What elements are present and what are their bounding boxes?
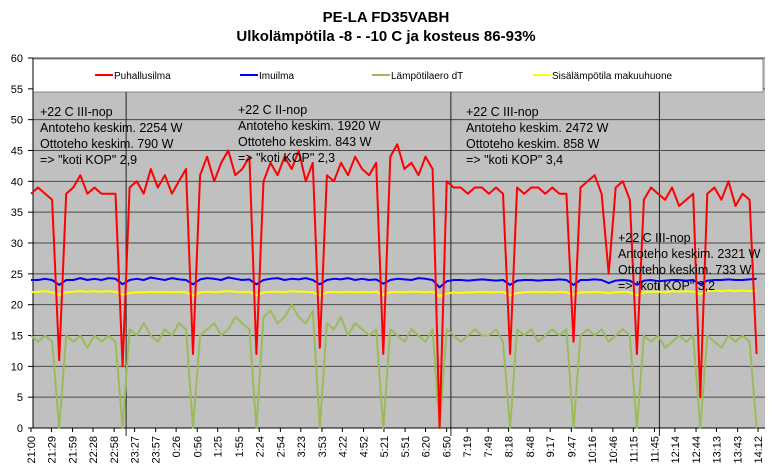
y-tick-label: 45 — [11, 146, 23, 158]
annotation-period-1: +22 C III-nop Antoteho keskim. 2254 W Ot… — [40, 104, 182, 168]
subtitle: Ulkolämpötila -8 - -10 C ja kosteus 86-9… — [236, 28, 536, 45]
x-tick-label: 10:46 — [608, 436, 620, 464]
legend-label: Imuilma — [259, 71, 294, 82]
x-tick-label: 2:24 — [254, 436, 266, 457]
x-tick-label: 11:45 — [649, 436, 661, 463]
x-tick-label: 9:17 — [545, 436, 557, 457]
x-tick-label: 21:59 — [68, 436, 80, 464]
legend-label: Lämpötilaero dT — [391, 71, 463, 82]
x-tick-label: 11:15 — [628, 436, 640, 463]
annotation-line: Antoteho keskim. 2472 W — [466, 121, 609, 135]
annotation-line: Ottoteho keskim. 790 W — [40, 137, 174, 151]
title: PE-LA FD35VABH — [322, 9, 450, 26]
series-line-3 — [30, 303, 758, 429]
y-tick-label: 15 — [11, 331, 23, 343]
annotation-line: +22 C II-nop — [238, 103, 308, 117]
y-tick-label: 35 — [11, 207, 23, 219]
annotation-line: +22 C III-nop — [466, 105, 539, 119]
annotation-line: Ottoteho keskim. 843 W — [238, 135, 372, 149]
x-tick-label: 1:55 — [234, 436, 246, 457]
x-tick-label: 23:27 — [130, 436, 142, 464]
x-tick-label: 5:21 — [379, 436, 391, 457]
annotation-period-3: +22 C III-nop Antoteho keskim. 2472 W Ot… — [466, 104, 608, 168]
x-tick-label: 22:58 — [109, 436, 121, 464]
annotation-line: +22 C III-nop — [618, 231, 691, 245]
y-tick-label: 25 — [11, 269, 23, 281]
x-tick-label: 10:16 — [587, 436, 599, 464]
y-tick-label: 60 — [11, 53, 23, 65]
x-tick-label: 21:29 — [46, 436, 58, 464]
x-tick-label: 13:43 — [733, 436, 745, 464]
x-tick-label: 1:25 — [213, 436, 225, 457]
y-tick-label: 50 — [11, 115, 23, 127]
y-tick-label: 40 — [11, 176, 23, 188]
x-tick-label: 3:23 — [296, 436, 308, 457]
x-tick-label: 23:57 — [151, 436, 163, 464]
x-tick-label: 13:13 — [711, 436, 723, 464]
annotation-line: Antoteho keskim. 1920 W — [238, 119, 381, 133]
x-tick-label: 4:22 — [337, 436, 349, 457]
annotation-line: Ottoteho keskim. 858 W — [466, 137, 600, 151]
series-line-1 — [30, 143, 758, 429]
x-tick-label: 6:20 — [421, 436, 433, 457]
series-line-2 — [31, 276, 757, 289]
annotation-line: => "koti KOP" 2,9 — [40, 153, 138, 167]
annotation-line: Antoteho keskim. 2254 W — [40, 121, 183, 135]
x-tick-label: 12:44 — [691, 436, 703, 464]
x-tick-label: 12:14 — [670, 436, 682, 464]
y-tick-label: 55 — [11, 84, 23, 96]
x-tick-label: 0:56 — [192, 436, 204, 457]
legend-label: Sisälämpötila makuuhuone — [552, 71, 673, 82]
annotation-line: +22 C III-nop — [40, 105, 113, 119]
y-tick-label: 20 — [11, 300, 23, 312]
x-tick-label: 8:18 — [504, 436, 516, 457]
x-tick-label: 7:49 — [483, 436, 495, 457]
annotation-line: Ottoteho keskim. 733 W — [618, 263, 752, 277]
x-tick-label: 5:51 — [400, 436, 412, 457]
x-tick-label: 14:12 — [753, 436, 765, 464]
annotation-line: => "koti KOP" 3,2 — [618, 279, 716, 293]
y-tick-label: 5 — [17, 392, 23, 404]
x-tick-label: 22:28 — [88, 436, 100, 464]
chart-title: PE-LA FD35VABH Ulkolämpötila -8 - -10 C … — [0, 8, 772, 46]
x-tick-label: 8:48 — [525, 436, 537, 457]
x-tick-label: 4:52 — [359, 436, 371, 457]
x-tick-label: 0:26 — [171, 436, 183, 457]
annotation-line: Antoteho keskim. 2321 W — [618, 247, 761, 261]
annotation-period-4: +22 C III-nop Antoteho keskim. 2321 W Ot… — [618, 230, 760, 294]
x-tick-label: 21:00 — [26, 436, 38, 464]
y-tick-label: 10 — [11, 361, 23, 373]
x-tick-label: 3:53 — [317, 436, 329, 457]
series-line-4 — [30, 289, 757, 297]
x-tick-label: 2:54 — [275, 436, 287, 457]
legend — [32, 58, 764, 93]
x-tick-label: 6:50 — [442, 436, 454, 457]
x-tick-label: 7:19 — [462, 436, 474, 457]
x-tick-label: 9:47 — [566, 436, 578, 457]
y-tick-label: 0 — [17, 423, 23, 435]
annotation-line: => "koti KOP" 3,4 — [466, 153, 564, 167]
y-tick-label: 30 — [11, 238, 23, 250]
annotation-line: => "koti KOP" 2,3 — [238, 151, 336, 165]
annotation-period-2: +22 C II-nop Antoteho keskim. 1920 W Ott… — [238, 102, 380, 166]
legend-label: Puhallusilma — [114, 71, 171, 82]
